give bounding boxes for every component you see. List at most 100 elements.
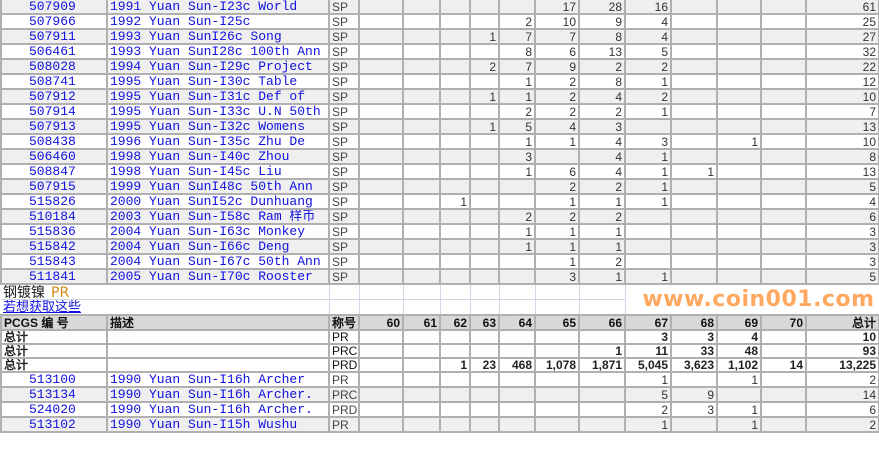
- count-cell: [670, 133, 718, 150]
- description-link[interactable]: 1990 Yuan Sun-I16h Archer: [110, 372, 306, 387]
- count-cell: 7: [534, 28, 580, 45]
- count-cell: [358, 148, 404, 165]
- count-cell: [670, 103, 718, 120]
- pcgs-id-link[interactable]: 510184: [29, 209, 76, 224]
- table-row: 510184 2003 Yuan Sun-I58c Ram 样币 SP 2 2 2 6: [0, 208, 879, 225]
- count-cell: 2: [469, 58, 500, 75]
- description-link[interactable]: 1998 Yuan Sun-I40c Zhou: [110, 149, 290, 164]
- table-row: 513134 1990 Yuan Sun-I16h Archer. PRC 5 9 14: [0, 386, 879, 403]
- description-link-cell: 1995 Yuan Sun-I31c Def of: [106, 88, 330, 105]
- count-cell: [760, 13, 807, 30]
- pcgs-id-link[interactable]: 508741: [29, 74, 76, 89]
- description-link[interactable]: 1993 Yuan SunI26c Song: [110, 29, 282, 44]
- count-cell: 10: [534, 13, 580, 30]
- pcgs-id-link[interactable]: 513100: [29, 372, 76, 387]
- get-these-link[interactable]: 若想获取这些: [3, 300, 82, 315]
- count-cell: 1: [498, 73, 536, 90]
- description-link[interactable]: 1990 Yuan Sun-I16h Archer.: [110, 402, 313, 417]
- total-cell: 3: [805, 253, 879, 270]
- count-cell: 2: [498, 208, 536, 225]
- count-cell: 16: [624, 0, 672, 15]
- description-link[interactable]: 2003 Yuan Sun-I58c Ram 样币: [110, 209, 316, 224]
- description-link[interactable]: 2004 Yuan Sun-I66c Deng: [110, 239, 290, 254]
- table-row: 524020 1990 Yuan Sun-I16h Archer. PRD 2 3 1 6: [0, 401, 879, 418]
- description-link[interactable]: 1994 Yuan Sun-I29c Project: [110, 59, 313, 74]
- description-link[interactable]: 1993 Yuan SunI28c 100th Ann: [110, 44, 321, 59]
- count-cell: [358, 73, 404, 90]
- pcgs-id-link[interactable]: 507914: [29, 104, 76, 119]
- count-cell: 1: [716, 371, 762, 388]
- pcgs-id-link[interactable]: 507913: [29, 119, 76, 134]
- count-cell: [402, 371, 441, 388]
- count-cell: [439, 103, 471, 120]
- pcgs-id-link[interactable]: 508438: [29, 134, 76, 149]
- pcgs-id-link[interactable]: 507915: [29, 179, 76, 194]
- description-link[interactable]: 1996 Yuan Sun-I35c Zhu De: [110, 134, 306, 149]
- pcgs-id-link[interactable]: 506461: [29, 44, 76, 59]
- pcgs-id-link-cell: 513134: [0, 386, 108, 403]
- count-cell: 1: [624, 193, 672, 210]
- description-link[interactable]: 1995 Yuan Sun-I31c Def of: [110, 89, 306, 104]
- pcgs-id-link-cell: 515836: [0, 223, 108, 240]
- pcgs-id-link[interactable]: 506460: [29, 149, 76, 164]
- description-link[interactable]: 1998 Yuan Sun-I45c Liu: [110, 164, 282, 179]
- description-link[interactable]: 2004 Yuan Sun-I67c 50th Ann: [110, 254, 321, 269]
- pcgs-id-link[interactable]: 508847: [29, 164, 76, 179]
- count-cell: [498, 0, 536, 15]
- pcgs-id-link[interactable]: 515836: [29, 224, 76, 239]
- count-cell: [760, 268, 807, 285]
- count-cell: [670, 88, 718, 105]
- description-link-cell: 1990 Yuan Sun-I15h Wushu: [106, 416, 330, 433]
- description-link[interactable]: 1992 Yuan Sun-I25c: [110, 14, 251, 29]
- grade-cell: SP: [328, 118, 360, 135]
- count-cell: 1,871: [578, 357, 626, 373]
- pcgs-id-link-cell: 515826: [0, 193, 108, 210]
- description-link[interactable]: 2004 Yuan Sun-I63c Monkey: [110, 224, 306, 239]
- table-row: 507909 1991 Yuan Sun-I23c World SP 17 28 16 61: [0, 0, 879, 15]
- pcgs-id-link[interactable]: 507912: [29, 89, 76, 104]
- count-cell: 1: [534, 238, 580, 255]
- pcgs-id-link[interactable]: 507966: [29, 14, 76, 29]
- count-cell: 2: [578, 253, 626, 270]
- pcgs-id-link[interactable]: 513102: [29, 417, 76, 432]
- count-cell: [716, 268, 762, 285]
- count-cell: [498, 416, 536, 433]
- pcgs-id-link[interactable]: 515826: [29, 194, 76, 209]
- pcgs-id-link[interactable]: 507911: [29, 29, 76, 44]
- description-link[interactable]: 1990 Yuan Sun-I16h Archer.: [110, 387, 313, 402]
- total-cell: 7: [805, 103, 879, 120]
- population-table: 507909 1991 Yuan Sun-I23c World SP 17 28 16 61…: [0, 0, 879, 433]
- count-cell: [358, 178, 404, 195]
- description-link[interactable]: 1995 Yuan Sun-I32c Womens: [110, 119, 306, 134]
- description-link[interactable]: 1990 Yuan Sun-I15h Wushu: [110, 417, 298, 432]
- count-cell: 1: [498, 238, 536, 255]
- pcgs-id-link[interactable]: 511841: [29, 269, 76, 284]
- total-cell: 5: [805, 178, 879, 195]
- table-row: 506460 1998 Yuan Sun-I40c Zhou SP 3 4 1 8: [0, 148, 879, 165]
- description-link[interactable]: 1995 Yuan Sun-I30c Table: [110, 74, 298, 89]
- count-cell: 4: [578, 133, 626, 150]
- header-grade-60: 60: [358, 314, 404, 331]
- description-link[interactable]: 1999 Yuan SunI48c 50th Ann: [110, 179, 313, 194]
- pcgs-id-link[interactable]: 507909: [29, 0, 76, 14]
- description-link[interactable]: 1991 Yuan Sun-I23c World: [110, 0, 298, 14]
- description-link[interactable]: 2005 Yuan Sun-I70c Rooster: [110, 269, 313, 284]
- count-cell: 1: [716, 133, 762, 150]
- pcgs-id-link[interactable]: 515842: [29, 239, 76, 254]
- description-link[interactable]: 2000 Yuan SunI52c Dunhuang: [110, 194, 313, 209]
- count-cell: [760, 416, 807, 433]
- count-cell: [670, 148, 718, 165]
- pcgs-id-link[interactable]: 515843: [29, 254, 76, 269]
- count-cell: 1: [624, 371, 672, 388]
- count-cell: [670, 58, 718, 75]
- pcgs-id-link[interactable]: 508028: [29, 59, 76, 74]
- count-cell: [469, 13, 500, 30]
- pcgs-id-link[interactable]: 524020: [29, 402, 76, 417]
- pcgs-id-link[interactable]: 513134: [29, 387, 76, 402]
- count-cell: [716, 253, 762, 270]
- description-link-cell: 2000 Yuan SunI52c Dunhuang: [106, 193, 330, 210]
- grade-cell: SP: [328, 148, 360, 165]
- description-link[interactable]: 1995 Yuan Sun-I33c U.N 50th: [110, 104, 321, 119]
- count-cell: 1: [534, 133, 580, 150]
- count-cell: [760, 0, 807, 15]
